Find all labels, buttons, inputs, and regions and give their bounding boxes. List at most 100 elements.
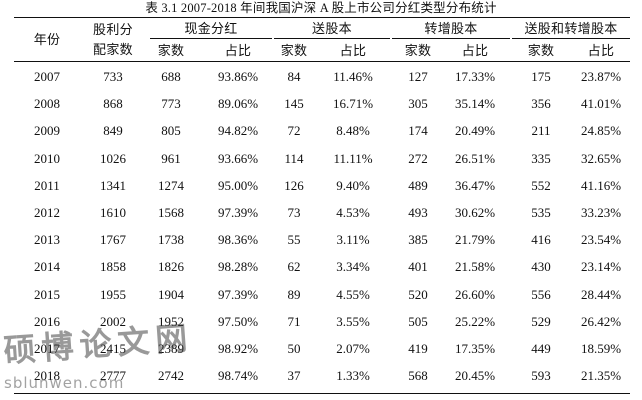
table-cell-r2-c4: 72	[287, 123, 301, 138]
table-cell-r9-c7: 25.22%	[454, 314, 496, 329]
table-cell-r4-c6: 489	[408, 178, 428, 193]
table-cell-r3-c8: 335	[531, 151, 551, 166]
table-cell-r1-c7: 35.14%	[454, 96, 496, 111]
table-cell-r7-c0: 2014	[34, 259, 60, 274]
table-cell-r7-c5: 3.34%	[336, 259, 370, 274]
table-cell-r0-c9: 23.87%	[580, 69, 622, 84]
table-cell-r9-c1: 2002	[100, 314, 126, 329]
table-cell-r11-c3: 98.74%	[217, 368, 259, 383]
table-cell-r6-c2: 1738	[158, 232, 184, 247]
table-cell-r1-c0: 2008	[34, 96, 60, 111]
table-cell-r5-c1: 1610	[100, 205, 126, 220]
table-header-rule	[14, 61, 630, 62]
table-cell-r4-c8: 552	[531, 178, 551, 193]
table-cell-r4-c0: 2011	[34, 178, 60, 193]
table-cell-r10-c6: 419	[408, 341, 428, 356]
header-sub-count-0: 家数	[157, 43, 185, 58]
table-bottom-rule	[14, 393, 630, 395]
table-cell-r0-c2: 688	[161, 69, 181, 84]
table-cell-r4-c1: 1341	[100, 178, 126, 193]
header-sub-count-1: 家数	[280, 43, 308, 58]
table-cell-r10-c3: 98.92%	[217, 341, 259, 356]
table-cell-r0-c6: 127	[408, 69, 428, 84]
table-cell-r10-c2: 2389	[158, 341, 184, 356]
table-cell-r8-c3: 97.39%	[217, 287, 259, 302]
group-underline-stock	[274, 38, 390, 39]
table-cell-r9-c3: 97.50%	[217, 314, 259, 329]
table-cell-r8-c4: 89	[287, 287, 301, 302]
table-cell-r8-c5: 4.55%	[336, 287, 370, 302]
group-underline-combined	[512, 38, 630, 39]
table-cell-r3-c7: 26.51%	[454, 151, 496, 166]
header-sub-count-2: 家数	[404, 43, 432, 58]
table-cell-r7-c1: 1858	[100, 259, 126, 274]
table-cell-r11-c8: 593	[531, 368, 551, 383]
table-cell-r9-c5: 3.55%	[336, 314, 370, 329]
table-cell-r8-c2: 1904	[158, 287, 184, 302]
table-cell-r0-c4: 84	[287, 69, 301, 84]
table-cell-r1-c6: 305	[408, 96, 428, 111]
table-cell-r7-c4: 62	[287, 259, 301, 274]
header-group-3: 送股和转增股本	[524, 21, 618, 36]
table-cell-r10-c8: 449	[531, 341, 551, 356]
table-cell-r4-c7: 36.47%	[454, 178, 496, 193]
table-cell-r3-c4: 114	[284, 151, 304, 166]
table-cell-r5-c2: 1568	[158, 205, 184, 220]
table-cell-r3-c1: 1026	[100, 151, 126, 166]
table-cell-r7-c7: 21.58%	[454, 259, 496, 274]
table-cell-r2-c9: 24.85%	[580, 123, 622, 138]
table-cell-r11-c5: 1.33%	[336, 368, 370, 383]
table-cell-r5-c5: 4.53%	[336, 205, 370, 220]
table-cell-r11-c2: 2742	[158, 368, 184, 383]
table-cell-r6-c6: 385	[408, 232, 428, 247]
table-cell-r0-c1: 733	[103, 69, 123, 84]
table-cell-r10-c9: 18.59%	[580, 341, 622, 356]
table-cell-r8-c6: 520	[408, 287, 428, 302]
table-cell-r1-c1: 868	[103, 96, 123, 111]
group-underline-transfer	[392, 38, 510, 39]
table-cell-r4-c2: 1274	[158, 178, 184, 193]
table-cell-r3-c6: 272	[408, 151, 428, 166]
table-cell-r7-c9: 23.14%	[580, 259, 622, 274]
table-cell-r9-c0: 2016	[34, 314, 60, 329]
table-cell-r10-c7: 17.35%	[454, 341, 496, 356]
header-sub-ratio-2: 占比	[461, 43, 489, 58]
table-cell-r10-c4: 50	[287, 341, 301, 356]
table-cell-r5-c4: 73	[287, 205, 301, 220]
table-cell-r9-c9: 26.42%	[580, 314, 622, 329]
table-cell-r3-c5: 11.11%	[333, 151, 373, 166]
header-dividend-line1: 股利分	[93, 22, 133, 37]
table-cell-r9-c8: 529	[531, 314, 551, 329]
table-cell-r1-c5: 16.71%	[332, 96, 374, 111]
table-cell-r0-c3: 93.86%	[217, 69, 259, 84]
header-group-2: 转增股本	[424, 21, 478, 36]
table-cell-r8-c8: 556	[531, 287, 551, 302]
table-cell-r6-c5: 3.11%	[336, 232, 370, 247]
table-cell-r7-c3: 98.28%	[217, 259, 259, 274]
table-top-rule	[14, 17, 630, 19]
table-cell-r0-c8: 175	[531, 69, 551, 84]
header-dividend-line2: 配家数	[93, 42, 133, 57]
table-cell-r4-c9: 41.16%	[580, 178, 622, 193]
table-cell-r9-c6: 505	[408, 314, 428, 329]
header-group-0: 现金分红	[184, 21, 238, 36]
table-cell-r2-c5: 8.48%	[336, 123, 370, 138]
table-cell-r5-c8: 535	[531, 205, 551, 220]
table-cell-r6-c9: 23.54%	[580, 232, 622, 247]
table-cell-r6-c8: 416	[531, 232, 551, 247]
table-cell-r6-c0: 2013	[34, 232, 60, 247]
table-cell-r10-c0: 2017	[34, 341, 60, 356]
table-cell-r3-c9: 32.65%	[580, 151, 622, 166]
group-underline-cash	[150, 38, 272, 39]
table-cell-r2-c7: 20.49%	[454, 123, 496, 138]
table-cell-r2-c8: 211	[531, 123, 551, 138]
table-cell-r5-c6: 493	[408, 205, 428, 220]
table-cell-r4-c3: 95.00%	[217, 178, 259, 193]
table-cell-r4-c4: 126	[284, 178, 304, 193]
table-cell-r5-c7: 30.62%	[454, 205, 496, 220]
table-cell-r8-c9: 28.44%	[580, 287, 622, 302]
table-cell-r8-c0: 2015	[34, 287, 60, 302]
table-cell-r11-c6: 568	[408, 368, 428, 383]
table-cell-r1-c9: 41.01%	[580, 96, 622, 111]
table-cell-r2-c0: 2009	[34, 123, 60, 138]
